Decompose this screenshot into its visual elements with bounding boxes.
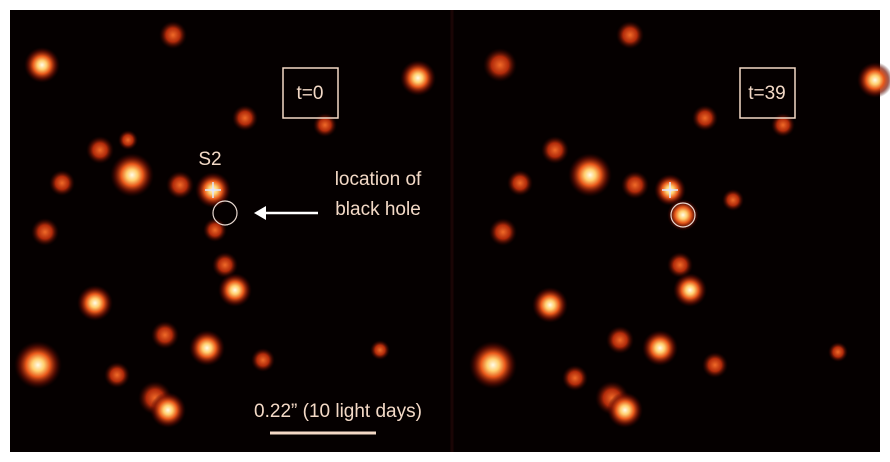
- star: [616, 21, 644, 49]
- star: [77, 285, 113, 321]
- star: [621, 171, 649, 199]
- star: [104, 362, 130, 388]
- star: [642, 330, 678, 366]
- star: [370, 340, 390, 360]
- star: [667, 252, 693, 278]
- star: [110, 153, 154, 197]
- star: [14, 341, 62, 389]
- time-box: [739, 67, 796, 119]
- star: [203, 218, 227, 242]
- star: [532, 287, 568, 323]
- star: [212, 252, 238, 278]
- star: [507, 170, 533, 196]
- star: [166, 171, 194, 199]
- star: [150, 392, 186, 428]
- star: [232, 105, 258, 131]
- annotation-text: location of: [335, 169, 422, 190]
- star-label: S2: [198, 149, 221, 170]
- star: [469, 341, 517, 389]
- star: [692, 105, 718, 131]
- star: [489, 218, 517, 246]
- star: [31, 218, 59, 246]
- star: [771, 113, 795, 137]
- star: [218, 273, 252, 307]
- crosshair: [205, 182, 221, 198]
- star: [607, 392, 643, 428]
- time-label: t=39: [748, 83, 786, 104]
- star: [159, 21, 187, 49]
- star: [400, 60, 436, 96]
- black-hole-marker: [212, 200, 238, 226]
- star: [568, 153, 612, 197]
- image-area: [10, 10, 880, 452]
- stars: [14, 21, 890, 428]
- time-box: [282, 67, 339, 119]
- star: [702, 352, 728, 378]
- star: [828, 342, 848, 362]
- crosshair: [662, 182, 678, 198]
- star: [606, 326, 634, 354]
- star: [49, 170, 75, 196]
- scale-bar-label: 0.22” (10 light days): [254, 401, 422, 422]
- star: [118, 130, 138, 150]
- arrow: [254, 206, 318, 220]
- star: [722, 189, 744, 211]
- black-hole-marker: [670, 202, 696, 228]
- star: [313, 113, 337, 137]
- star: [251, 348, 275, 372]
- star: [562, 365, 588, 391]
- star: [673, 273, 707, 307]
- time-label: t=0: [297, 83, 324, 104]
- annotation-text: black hole: [335, 199, 421, 220]
- star: [483, 48, 517, 82]
- star: [86, 136, 114, 164]
- star: [189, 330, 225, 366]
- star: [857, 62, 890, 98]
- star: [541, 136, 569, 164]
- star: [667, 199, 699, 231]
- star: [24, 47, 60, 83]
- star: [151, 321, 179, 349]
